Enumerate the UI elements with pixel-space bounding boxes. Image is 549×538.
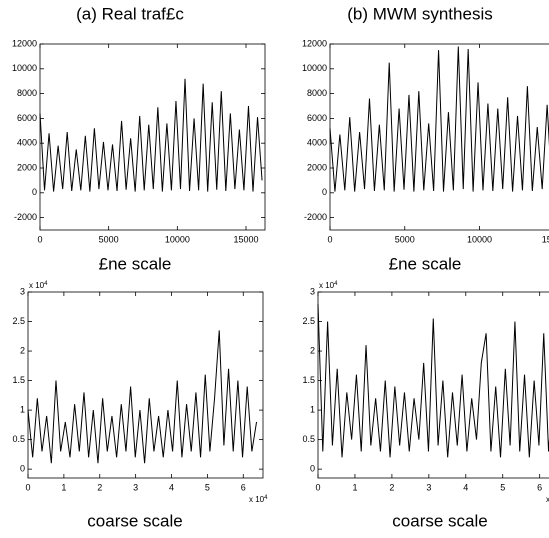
subplot-caption: £ne scale <box>99 254 172 273</box>
y-tick-label: 1.5 <box>302 375 315 385</box>
series-line <box>317 303 549 458</box>
x-tick-label: 15000 <box>542 234 549 244</box>
y-tick-label: 8000 <box>17 88 37 98</box>
y-tick-label: 1 <box>20 404 25 414</box>
y-tick-label: 0.5 <box>302 434 315 444</box>
x-tick-label: 15000 <box>233 234 258 244</box>
multiplier-exponent: 4 <box>264 495 268 501</box>
y-tick-label: 3 <box>310 286 315 296</box>
y-tick-label: -2000 <box>304 212 327 222</box>
y-tick-label: 4000 <box>17 138 37 148</box>
axes-box <box>329 43 549 231</box>
multiplier-exponent: 4 <box>334 281 338 287</box>
x-tick-label: 3 <box>426 482 431 492</box>
axis-multiplier: x 104 <box>249 495 268 505</box>
y-tick-label: 4000 <box>307 138 327 148</box>
x-tick-label: 0 <box>315 482 320 492</box>
y-tick-label: -2000 <box>14 212 37 222</box>
y-tick-label: 2.5 <box>302 316 315 326</box>
y-tick-label: 10000 <box>12 63 37 73</box>
y-tick-label: 6000 <box>307 113 327 123</box>
axes-box <box>27 291 264 479</box>
subplot-caption: £ne scale <box>389 254 462 273</box>
y-tick-label: 12000 <box>302 38 327 48</box>
y-tick-label: 10000 <box>302 63 327 73</box>
multiplier-base: x 10 <box>249 495 265 504</box>
y-tick-label: 0 <box>322 187 327 197</box>
y-tick-label: 3 <box>20 286 25 296</box>
x-tick-label: 10000 <box>467 234 492 244</box>
y-tick-label: 6000 <box>17 113 37 123</box>
subplot-caption: coarse scale <box>392 511 487 530</box>
x-tick-label: 2 <box>97 482 102 492</box>
x-tick-label: 10000 <box>165 234 190 244</box>
x-tick-label: 6 <box>241 482 246 492</box>
y-tick-label: 0 <box>310 464 315 474</box>
y-tick-label: 2 <box>310 345 315 355</box>
axis-multiplier: x 104 <box>319 281 338 291</box>
x-tick-label: 3 <box>133 482 138 492</box>
y-tick-label: 0.5 <box>12 434 25 444</box>
y-tick-label: 1 <box>310 404 315 414</box>
y-tick-label: 8000 <box>307 88 327 98</box>
axis-multiplier: x 104 <box>29 281 48 291</box>
multiplier-base: x 10 <box>319 281 335 290</box>
multiplier-exponent: 4 <box>44 281 48 287</box>
series-line <box>329 46 549 192</box>
series-line <box>39 78 263 192</box>
subplot-title: (a) Real traf£c <box>76 4 184 23</box>
x-tick-label: 4 <box>463 482 468 492</box>
subplot-caption: coarse scale <box>87 511 182 530</box>
x-tick-label: 5 <box>500 482 505 492</box>
y-tick-label: 2000 <box>17 162 37 172</box>
x-tick-label: 4 <box>169 482 174 492</box>
x-tick-label: 5000 <box>395 234 415 244</box>
y-tick-label: 2 <box>20 345 25 355</box>
x-tick-label: 2 <box>389 482 394 492</box>
multiplier-base: x 10 <box>546 495 549 504</box>
y-tick-label: 0 <box>20 464 25 474</box>
y-tick-label: 2000 <box>307 162 327 172</box>
multiplier-base: x 10 <box>29 281 45 290</box>
y-tick-label: 0 <box>32 187 37 197</box>
x-tick-label: 5000 <box>99 234 119 244</box>
x-tick-label: 1 <box>61 482 66 492</box>
x-tick-label: 0 <box>327 234 332 244</box>
axes-box <box>317 291 549 479</box>
x-tick-label: 6 <box>537 482 542 492</box>
axes-box <box>39 43 266 231</box>
x-tick-label: 5 <box>205 482 210 492</box>
axis-multiplier: x 104 <box>546 495 549 505</box>
series-line <box>27 330 258 464</box>
y-tick-label: 2.5 <box>12 316 25 326</box>
x-tick-label: 1 <box>352 482 357 492</box>
x-tick-label: 0 <box>25 482 30 492</box>
y-tick-label: 1.5 <box>12 375 25 385</box>
x-tick-label: 0 <box>37 234 42 244</box>
y-tick-label: 12000 <box>12 38 37 48</box>
subplot-title: (b) MWM synthesis <box>347 4 492 23</box>
